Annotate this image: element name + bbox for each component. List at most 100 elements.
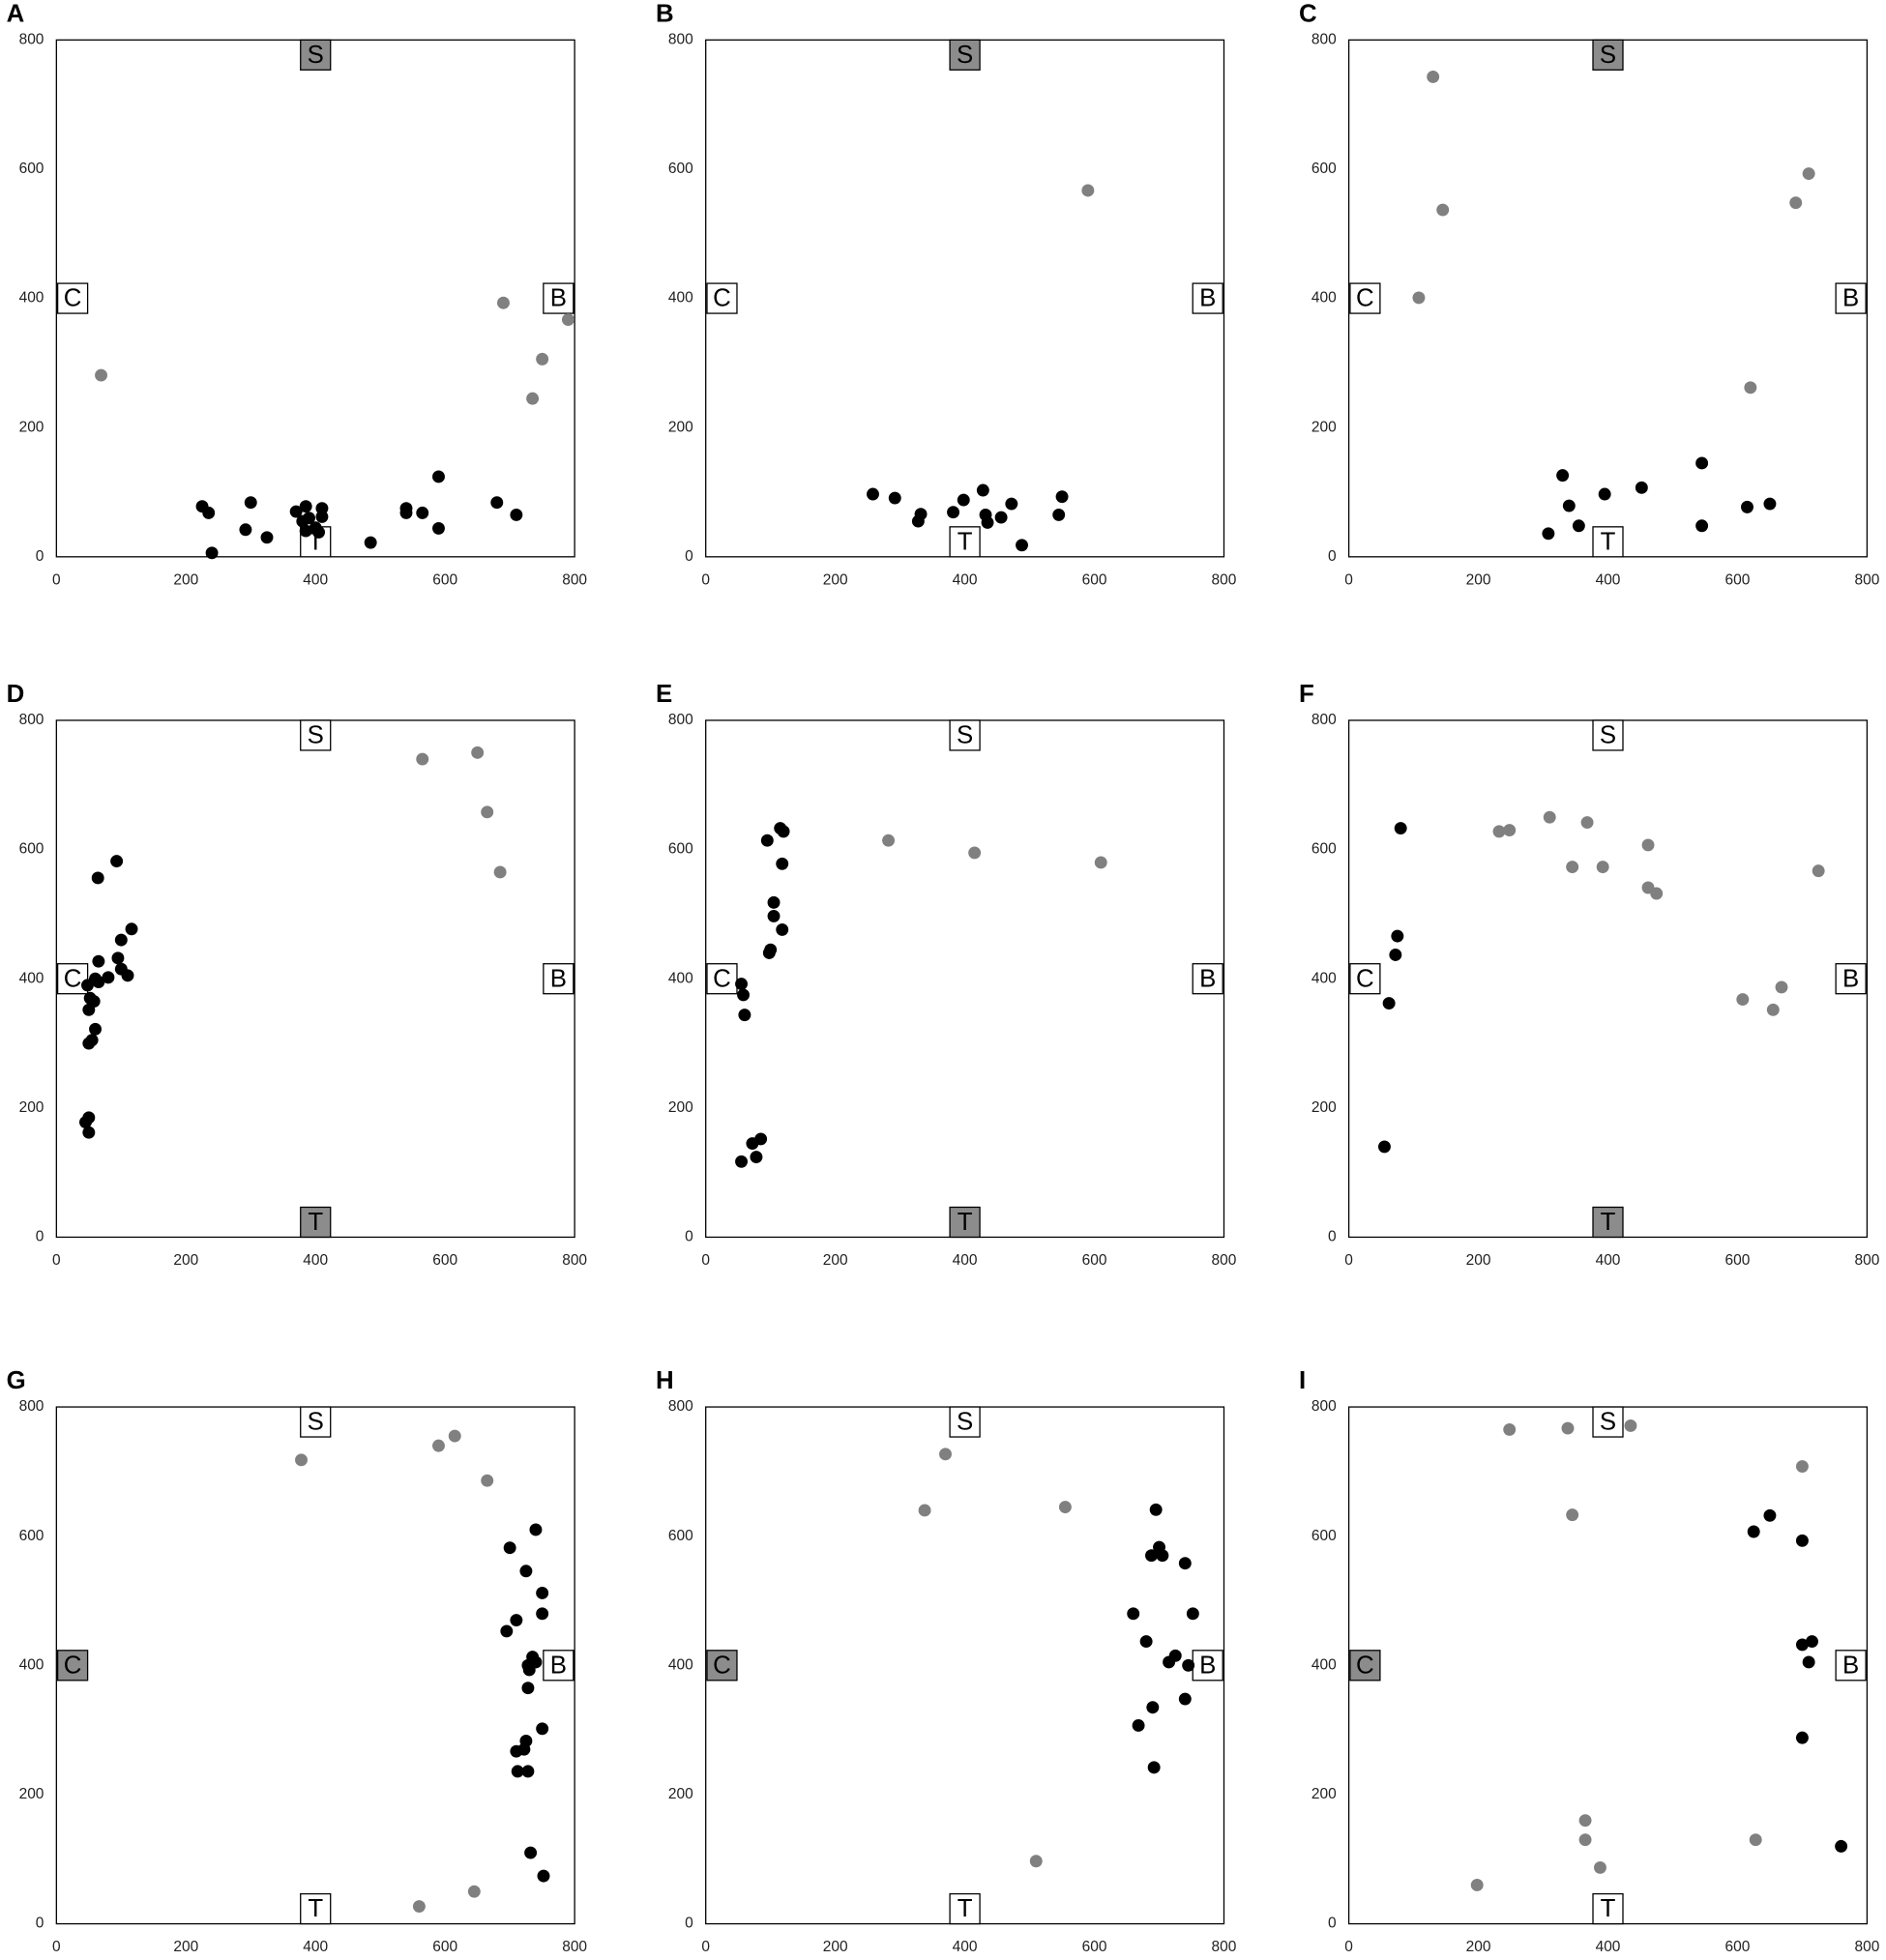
y-tick-label: 200	[1311, 419, 1337, 435]
point	[510, 1614, 523, 1626]
point	[968, 846, 982, 860]
zone-box	[706, 963, 738, 995]
point	[1802, 167, 1815, 181]
point	[735, 978, 748, 991]
point	[1081, 184, 1095, 197]
point	[1394, 822, 1407, 834]
x-tick-label: 200	[173, 1939, 198, 1955]
point	[92, 976, 105, 989]
point	[1382, 997, 1396, 1010]
panel-label: I	[1299, 1367, 1306, 1394]
point	[511, 1765, 524, 1778]
point	[500, 1624, 514, 1638]
point	[87, 995, 101, 1009]
point	[1427, 70, 1440, 83]
point	[536, 1607, 549, 1621]
point	[536, 1587, 549, 1599]
point	[754, 1132, 768, 1146]
zone-box	[1592, 526, 1624, 558]
point	[1139, 1635, 1153, 1649]
x-tick-label: 800	[1854, 571, 1879, 588]
point	[536, 1722, 549, 1736]
point	[1058, 1501, 1072, 1514]
x-tick-label: 400	[1596, 571, 1621, 588]
point	[1650, 887, 1664, 900]
y-tick-label: 0	[1328, 548, 1337, 565]
zone-label: T	[958, 1895, 973, 1922]
x-tick-label: 200	[173, 1252, 198, 1269]
zone-box	[1349, 282, 1381, 314]
point	[1147, 1761, 1161, 1774]
x-tick-label: 0	[1344, 1252, 1353, 1269]
plot-frame	[1347, 719, 1869, 1239]
y-tick-label: 600	[1311, 1528, 1337, 1544]
panel-label: E	[656, 681, 672, 708]
point	[994, 511, 1008, 524]
zone-label: C	[1356, 285, 1374, 312]
point	[85, 1034, 99, 1047]
y-tick-label: 200	[19, 1099, 44, 1116]
panel: C 0 200 400 600 800 0 200 400 600 800 S C B T	[1299, 0, 1879, 588]
x-tick-label: 200	[1466, 1939, 1491, 1955]
plot-frame	[1347, 39, 1869, 558]
x-tick-label: 0	[1344, 571, 1353, 588]
point	[503, 1541, 516, 1555]
zone-label: C	[64, 285, 82, 312]
point	[1578, 1833, 1592, 1847]
x-tick-label: 800	[562, 571, 587, 588]
point	[299, 524, 312, 538]
zone-label: S	[1600, 42, 1616, 69]
point	[82, 1111, 96, 1125]
zone-label: B	[550, 1652, 567, 1679]
point	[82, 1126, 96, 1139]
x-tick-label: 200	[1466, 571, 1491, 588]
zone-box	[1835, 282, 1867, 314]
point	[1178, 1692, 1192, 1706]
point	[918, 1504, 931, 1517]
y-tick-label: 0	[685, 1229, 693, 1245]
plot-frame	[1347, 1406, 1869, 1925]
panel: E 0 200 400 600 800 0 200 400 600 800 S C B T	[656, 681, 1236, 1269]
point	[312, 525, 326, 539]
point	[1795, 1534, 1809, 1547]
point	[299, 500, 312, 513]
zone-box	[300, 1406, 332, 1438]
zone-box	[949, 719, 981, 751]
y-tick-label: 200	[19, 419, 44, 435]
point	[121, 969, 134, 982]
zone-label: C	[1356, 965, 1374, 992]
zone-label: S	[308, 42, 324, 69]
point	[767, 909, 781, 922]
y-tick-label: 800	[19, 712, 44, 728]
zone-label: S	[957, 42, 973, 69]
point	[867, 487, 879, 501]
y-tick-label: 800	[668, 1398, 693, 1415]
zone-label: S	[1600, 722, 1616, 749]
point	[1389, 949, 1402, 961]
zone-box	[949, 1206, 981, 1239]
y-tick-label: 200	[668, 419, 693, 435]
point	[1055, 490, 1069, 504]
zone-box	[300, 1206, 332, 1239]
point	[432, 521, 445, 535]
panel: F 0 200 400 600 800 0 200 400 600 800 S C B T	[1299, 681, 1879, 1269]
point	[1029, 1855, 1043, 1868]
point	[760, 834, 774, 847]
point	[1578, 1814, 1592, 1828]
x-tick-label: 200	[823, 571, 848, 588]
panel: H 0 200 400 600 800 0 200 400 600 800 S C B T	[656, 1367, 1236, 1955]
point	[776, 857, 789, 870]
point	[315, 510, 329, 523]
y-tick-label: 200	[668, 1786, 693, 1802]
point	[1566, 1508, 1579, 1522]
point	[1763, 1508, 1777, 1522]
zone-box	[1835, 1650, 1867, 1682]
point	[1503, 824, 1517, 836]
zone-box	[543, 282, 575, 314]
point	[399, 506, 413, 519]
y-tick-label: 200	[19, 1786, 44, 1802]
point	[1812, 864, 1825, 878]
point	[1572, 519, 1585, 533]
point	[364, 536, 377, 549]
